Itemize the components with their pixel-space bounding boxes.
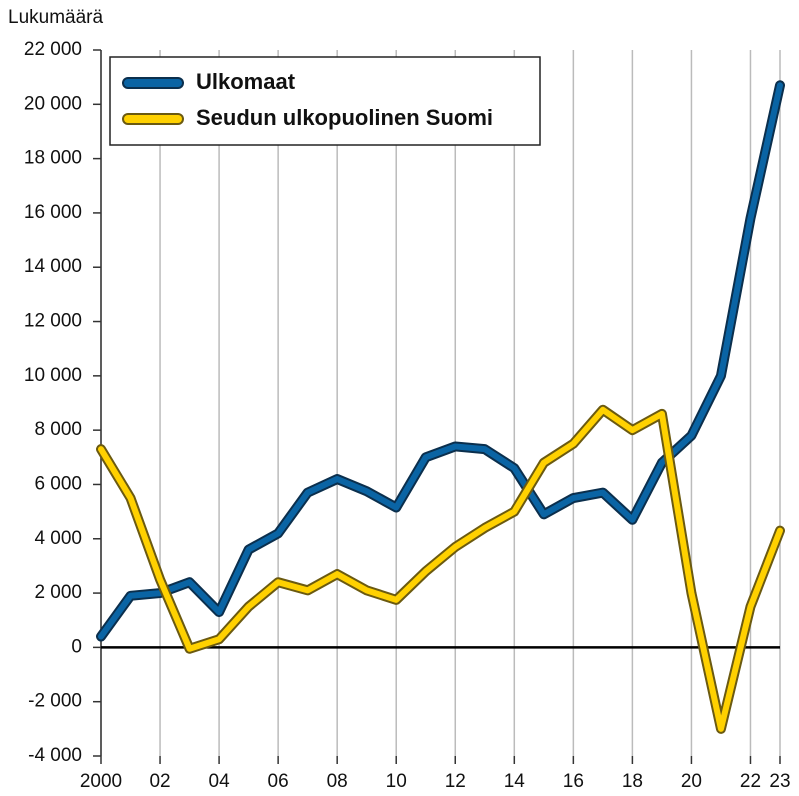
y-axis-label: Lukumäärä [8,7,103,28]
y-tick-label: 10 000 [24,365,82,386]
y-tick-label: 8 000 [34,419,82,440]
x-tick-label: 12 [445,771,466,792]
x-tick-label: 08 [327,771,348,792]
y-tick-label: 4 000 [34,528,82,549]
y-tick-label: 0 [71,636,82,657]
x-tick-label: 06 [268,771,289,792]
x-tick-label: 10 [386,771,407,792]
x-tick-label: 23 [769,771,790,792]
x-tick-label: 18 [622,771,643,792]
x-tick-label: 20 [681,771,702,792]
y-tick-label: 12 000 [24,311,82,332]
y-tick-label: 16 000 [24,202,82,223]
line-outline [96,404,785,734]
x-tick-label: 02 [149,771,170,792]
y-tick-label: -4 000 [28,745,82,766]
line [98,406,783,732]
y-tick-label: 20 000 [24,93,82,114]
y-tick-label: 22 000 [24,39,82,60]
y-tick-label: 14 000 [24,256,82,277]
x-tick-label: 14 [504,771,526,792]
y-tick-label: 18 000 [24,148,82,169]
x-tick-label: 22 [740,771,761,792]
legend: Ulkomaat Seudun ulkopuolinen Suomi [109,56,541,146]
legend-label: Seudun ulkopuolinen Suomi [196,105,493,130]
y-tick-label: 2 000 [34,582,82,603]
x-tick-label: 16 [563,771,584,792]
legend-box [109,56,541,146]
legend-label: Ulkomaat [196,69,296,94]
y-tick-label: -2 000 [28,691,82,712]
x-tick-label: 2000 [80,771,122,792]
x-tick-label: 04 [209,771,231,792]
y-tick-label: 6 000 [34,473,82,494]
